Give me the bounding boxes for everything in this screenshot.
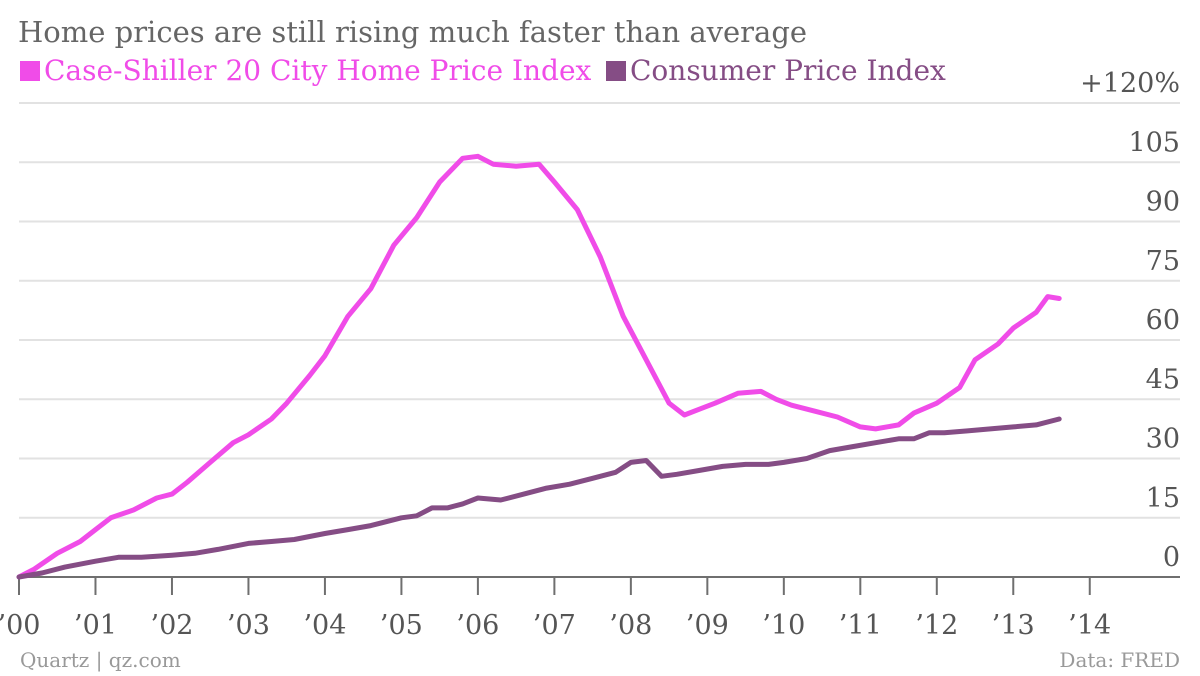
x-tick-label: ’09 xyxy=(686,610,729,641)
gridlines xyxy=(19,102,1180,519)
y-tick-label: 0 xyxy=(1163,542,1180,573)
chart-title: Home prices are still rising much faster… xyxy=(18,15,807,49)
x-tick-label: ’07 xyxy=(533,610,576,641)
legend-item-cpi: Consumer Price Index xyxy=(606,54,946,87)
y-tick-label: 90 xyxy=(1146,187,1180,218)
y-tick-label: 105 xyxy=(1128,127,1180,158)
series-lines xyxy=(16,153,1062,580)
legend-label-home-price-index: Case-Shiller 20 City Home Price Index xyxy=(44,54,592,87)
x-tick-label: ’14 xyxy=(1068,610,1111,641)
legend-swatch-home-price-index xyxy=(20,61,40,81)
x-tick-label: ’03 xyxy=(227,610,270,641)
x-tick-label: ’08 xyxy=(609,610,652,641)
y-tick-label: 45 xyxy=(1146,364,1180,395)
x-tick-label: ’11 xyxy=(839,610,882,641)
y-tick-label: 15 xyxy=(1146,483,1180,514)
x-tick-label: ’12 xyxy=(915,610,958,641)
y-tick-label: +120% xyxy=(1080,68,1180,99)
y-axis-labels: 0 15 30 45 60 75 90 105 +120% xyxy=(1080,68,1180,573)
y-tick-label: 30 xyxy=(1146,424,1180,455)
home-price-index-line xyxy=(16,153,1062,580)
data-source: Data: FRED xyxy=(1059,648,1180,672)
x-tick-label: ’00 xyxy=(0,610,40,641)
x-axis: ’00 ’01 ’02 ’03 ’04 ’05 ’06 ’07 ’08 ’09 ’10 ’11 ’12 ’… xyxy=(0,576,1180,641)
y-tick-label: 60 xyxy=(1146,305,1180,336)
legend-swatch-cpi xyxy=(606,61,626,81)
y-tick-label: 75 xyxy=(1146,246,1180,277)
x-tick-label: ’04 xyxy=(303,610,346,641)
source-credit: Quartz | qz.com xyxy=(20,648,181,673)
cpi-line xyxy=(16,416,1062,580)
x-tick-label: ’10 xyxy=(762,610,805,641)
x-tick-label: ’05 xyxy=(380,610,423,641)
legend: Case-Shiller 20 City Home Price Index Co… xyxy=(20,54,946,87)
legend-item-home-price-index: Case-Shiller 20 City Home Price Index xyxy=(20,54,592,87)
x-tick-label: ’13 xyxy=(992,610,1035,641)
legend-label-cpi: Consumer Price Index xyxy=(630,54,946,87)
x-tick-label: ’01 xyxy=(74,610,117,641)
x-tick-label: ’02 xyxy=(150,610,193,641)
x-tick-label: ’06 xyxy=(456,610,499,641)
